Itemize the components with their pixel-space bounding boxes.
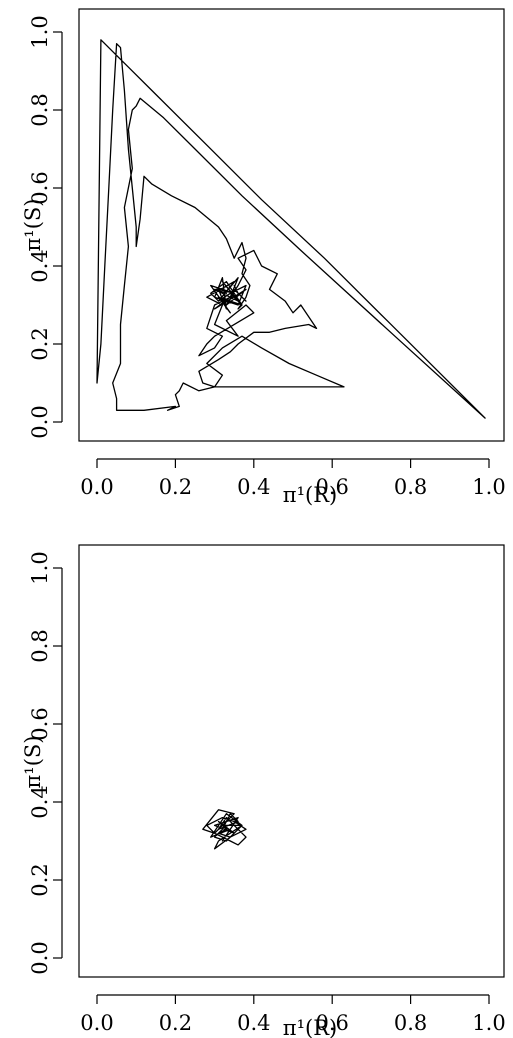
y-tick-label: 0.2 — [28, 327, 52, 360]
y-axis-label: π¹(S) — [21, 199, 45, 252]
y-tick-label: 0.0 — [28, 405, 52, 438]
y-tick-label: 0.8 — [28, 93, 52, 126]
y-tick-label: 0.8 — [28, 629, 52, 662]
y-tick-label: 1.0 — [28, 15, 52, 48]
x-tick-label: 0.6 — [315, 1011, 348, 1035]
y-axis-label: π¹(S) — [21, 736, 45, 789]
x-tick-label: 0.6 — [315, 475, 348, 499]
y-tick-label: 0.2 — [28, 863, 52, 896]
x-axis-label: π¹(R) — [283, 1016, 337, 1038]
bottom-panel: 0.0 0.2 0.4 0.6 0.8 1.0 0.0 0.2 0.4 0.6 0.8 1.0 π¹(… — [21, 544, 506, 1038]
x-tick-label: 0.4 — [237, 475, 270, 499]
x-tick-label: 1.0 — [472, 475, 505, 499]
ticks: 0.0 0.2 0.4 0.6 0.8 1.0 0.0 0.2 0.4 0.6 0.8 1.0 — [28, 15, 506, 499]
x-tick-label: 0.8 — [394, 1011, 427, 1035]
trajectory-line — [202, 809, 247, 850]
plot-frame — [78, 544, 505, 978]
x-tick-label: 1.0 — [472, 1011, 505, 1035]
ticks: 0.0 0.2 0.4 0.6 0.8 1.0 0.0 0.2 0.4 0.6 0.8 1.0 — [28, 551, 506, 1035]
x-tick-label: 0.2 — [159, 475, 192, 499]
trajectory-line — [96, 39, 486, 419]
x-tick-label: 0.0 — [80, 1011, 113, 1035]
top-panel: 0.0 0.2 0.4 0.6 0.8 1.0 0.0 0.2 0.4 0.6 0.8 1.0 π¹(… — [21, 8, 506, 507]
y-tick-label: 0.6 — [28, 707, 52, 740]
y-tick-label: 0.4 — [28, 785, 52, 818]
y-tick-label: 0.4 — [28, 249, 52, 282]
y-tick-label: 0.6 — [28, 171, 52, 204]
y-tick-label: 1.0 — [28, 551, 52, 584]
x-tick-label: 0.8 — [394, 475, 427, 499]
x-tick-label: 0.4 — [237, 1011, 270, 1035]
plot-frame — [78, 8, 505, 442]
x-tick-label: 0.0 — [80, 475, 113, 499]
y-tick-label: 0.0 — [28, 941, 52, 974]
x-axis-label: π¹(R) — [283, 483, 337, 507]
x-tick-label: 0.2 — [159, 1011, 192, 1035]
